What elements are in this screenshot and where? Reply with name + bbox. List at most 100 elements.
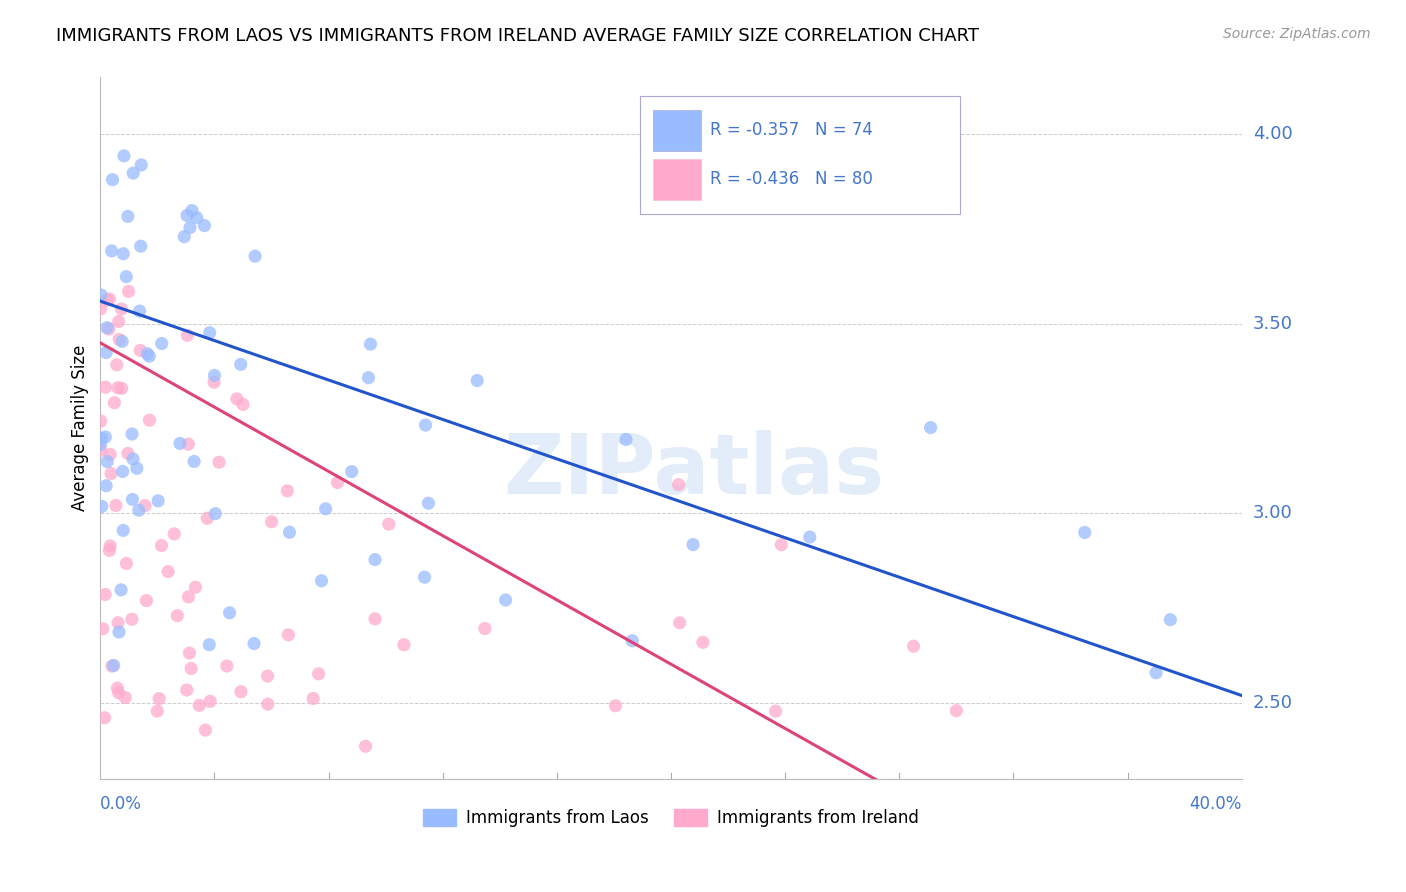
Point bbox=[179, 220, 201, 235]
Point bbox=[90, 288, 112, 302]
Point bbox=[104, 499, 127, 513]
Point bbox=[128, 503, 150, 517]
Point bbox=[225, 392, 247, 406]
Point bbox=[614, 433, 637, 447]
Point bbox=[150, 336, 173, 351]
Point bbox=[103, 658, 125, 673]
Text: Source: ZipAtlas.com: Source: ZipAtlas.com bbox=[1223, 27, 1371, 41]
Point bbox=[311, 574, 333, 588]
Point bbox=[194, 723, 217, 737]
Point bbox=[1074, 525, 1097, 540]
Point bbox=[115, 269, 138, 284]
Point bbox=[920, 420, 942, 434]
Point bbox=[256, 669, 278, 683]
Point bbox=[122, 452, 145, 467]
Point bbox=[418, 496, 440, 510]
Point bbox=[107, 314, 129, 328]
Point bbox=[415, 418, 437, 433]
Point bbox=[90, 500, 112, 514]
Point bbox=[277, 628, 299, 642]
Point bbox=[136, 346, 159, 360]
Point bbox=[105, 358, 128, 372]
Point bbox=[148, 691, 170, 706]
Point bbox=[103, 395, 125, 409]
Point bbox=[110, 582, 132, 597]
Point bbox=[176, 328, 198, 343]
Point bbox=[121, 492, 143, 507]
Point bbox=[117, 285, 139, 299]
Point bbox=[96, 454, 118, 468]
Point bbox=[96, 345, 118, 359]
Point bbox=[134, 499, 156, 513]
Point bbox=[122, 166, 145, 180]
Point bbox=[125, 461, 148, 475]
Point bbox=[111, 465, 134, 479]
Point bbox=[183, 454, 205, 468]
Text: 3.50: 3.50 bbox=[1253, 315, 1294, 333]
Point bbox=[315, 501, 337, 516]
Point bbox=[208, 455, 231, 469]
Point bbox=[114, 690, 136, 705]
Text: R = -0.436   N = 80: R = -0.436 N = 80 bbox=[710, 170, 873, 188]
Point bbox=[605, 698, 627, 713]
Point bbox=[198, 638, 221, 652]
Point bbox=[256, 697, 278, 711]
Point bbox=[111, 334, 134, 349]
Point bbox=[94, 430, 117, 444]
Text: IMMIGRANTS FROM LAOS VS IMMIGRANTS FROM IRELAND AVERAGE FAMILY SIZE CORRELATION : IMMIGRANTS FROM LAOS VS IMMIGRANTS FROM … bbox=[56, 27, 979, 45]
Point bbox=[668, 615, 690, 630]
Point bbox=[799, 530, 821, 544]
Point bbox=[195, 511, 218, 525]
Point bbox=[668, 477, 690, 491]
Point bbox=[146, 704, 169, 718]
Point bbox=[166, 608, 188, 623]
Point bbox=[188, 698, 211, 713]
Point bbox=[903, 639, 925, 653]
Point bbox=[89, 437, 111, 451]
Point bbox=[177, 437, 200, 451]
Point bbox=[150, 539, 173, 553]
Point bbox=[215, 659, 238, 673]
Point bbox=[177, 590, 200, 604]
Point bbox=[302, 691, 325, 706]
Point bbox=[97, 322, 120, 336]
Point bbox=[945, 704, 967, 718]
Point bbox=[112, 246, 135, 260]
Point bbox=[110, 301, 132, 316]
Point bbox=[146, 493, 169, 508]
Point bbox=[90, 301, 112, 316]
Point bbox=[392, 638, 415, 652]
Point bbox=[108, 333, 131, 347]
Point bbox=[340, 465, 363, 479]
Point bbox=[474, 622, 496, 636]
Point bbox=[377, 517, 399, 532]
Point bbox=[108, 625, 131, 640]
Text: 0.0%: 0.0% bbox=[100, 796, 142, 814]
Point bbox=[93, 711, 115, 725]
Point bbox=[1144, 665, 1167, 680]
Point bbox=[121, 427, 143, 442]
Point bbox=[115, 557, 138, 571]
Point bbox=[90, 443, 112, 458]
Point bbox=[100, 244, 122, 258]
Point bbox=[131, 158, 153, 172]
Point bbox=[90, 414, 112, 428]
Point bbox=[98, 447, 121, 461]
Point bbox=[184, 580, 207, 594]
Point bbox=[138, 349, 160, 363]
Point bbox=[176, 683, 198, 698]
Point bbox=[465, 374, 488, 388]
Point bbox=[364, 612, 387, 626]
Point bbox=[765, 704, 787, 718]
Point bbox=[96, 320, 118, 334]
Point bbox=[243, 636, 266, 650]
Point bbox=[276, 483, 298, 498]
Text: 4.00: 4.00 bbox=[1253, 125, 1294, 144]
Point bbox=[260, 515, 283, 529]
Point bbox=[98, 292, 121, 306]
Point bbox=[204, 368, 226, 383]
Point bbox=[101, 172, 124, 186]
Point bbox=[128, 304, 150, 318]
Point bbox=[326, 475, 349, 490]
Point bbox=[243, 249, 266, 263]
